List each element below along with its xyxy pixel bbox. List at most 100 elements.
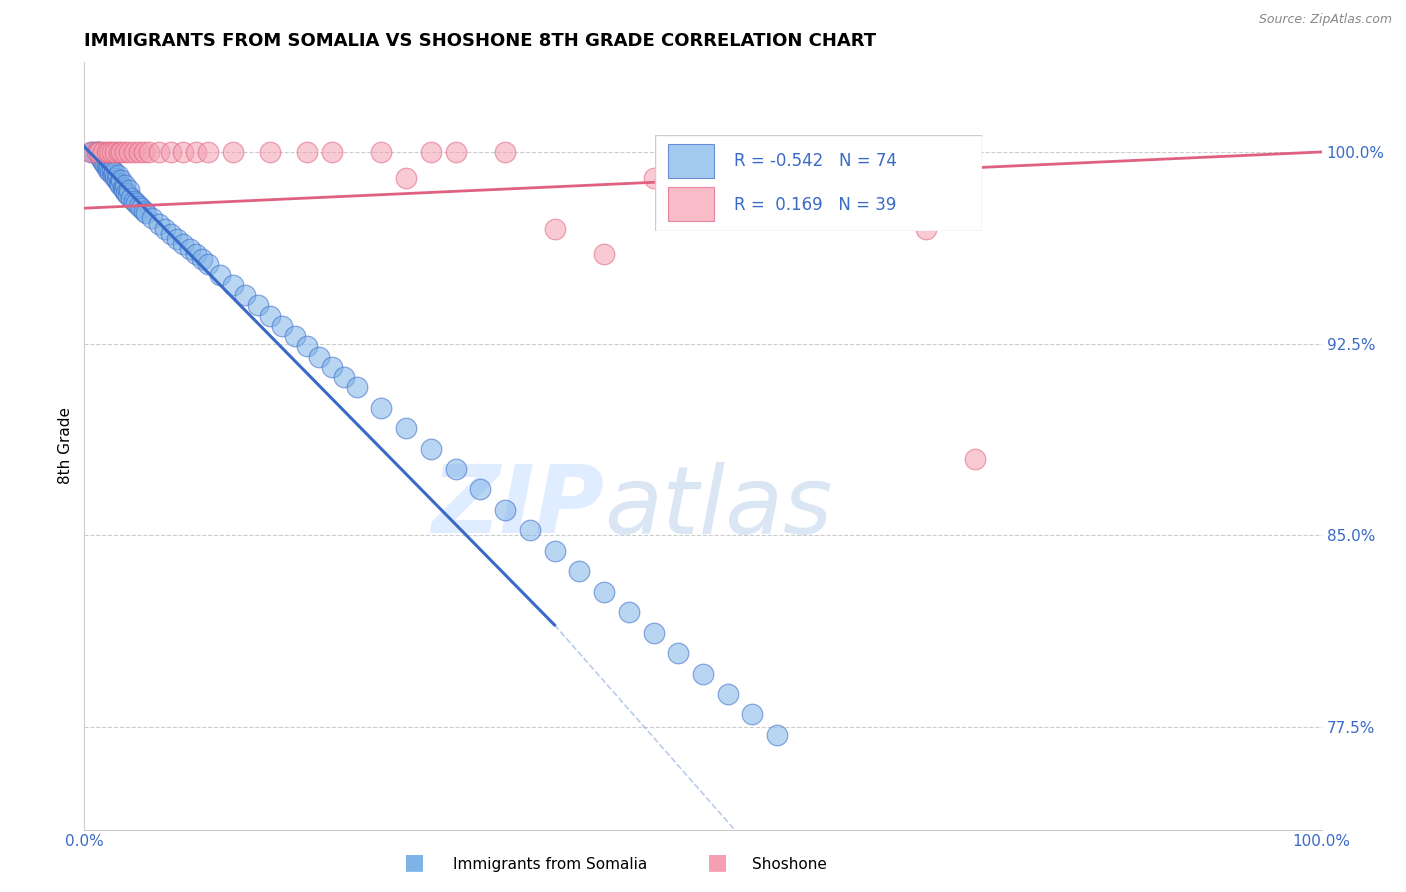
Point bbox=[104, 170, 127, 185]
Point bbox=[333, 370, 356, 384]
Text: Source: ZipAtlas.com: Source: ZipAtlas.com bbox=[1258, 13, 1392, 27]
Point bbox=[593, 584, 616, 599]
Point bbox=[395, 421, 418, 435]
Point bbox=[100, 145, 122, 159]
FancyBboxPatch shape bbox=[668, 187, 714, 221]
Point bbox=[110, 145, 132, 159]
Point bbox=[395, 170, 418, 185]
Text: R = -0.542   N = 74: R = -0.542 N = 74 bbox=[734, 153, 897, 170]
Point bbox=[246, 298, 269, 312]
Point bbox=[110, 178, 132, 193]
Point bbox=[114, 145, 136, 159]
Point bbox=[105, 173, 128, 187]
Point bbox=[148, 145, 170, 159]
Point bbox=[172, 145, 194, 159]
Point bbox=[89, 150, 111, 164]
Point bbox=[108, 145, 131, 159]
Point bbox=[93, 150, 115, 164]
Point bbox=[741, 707, 763, 722]
Point bbox=[108, 176, 131, 190]
Point bbox=[209, 268, 232, 282]
Point bbox=[138, 145, 160, 159]
Point bbox=[766, 728, 789, 742]
Point bbox=[148, 217, 170, 231]
FancyBboxPatch shape bbox=[668, 145, 714, 178]
Point bbox=[115, 186, 138, 200]
Text: R =  0.169   N = 39: R = 0.169 N = 39 bbox=[734, 195, 896, 214]
Point bbox=[107, 168, 129, 182]
Point bbox=[197, 145, 219, 159]
Point bbox=[117, 188, 139, 202]
Point bbox=[125, 196, 148, 211]
Text: ■: ■ bbox=[707, 853, 727, 872]
Point bbox=[741, 145, 763, 159]
Point bbox=[98, 165, 121, 179]
Point bbox=[98, 145, 121, 159]
Point bbox=[120, 191, 142, 205]
Text: Immigrants from Somalia: Immigrants from Somalia bbox=[453, 857, 647, 872]
Text: ■: ■ bbox=[405, 853, 425, 872]
Point bbox=[166, 232, 188, 246]
Point bbox=[86, 145, 108, 159]
Text: IMMIGRANTS FROM SOMALIA VS SHOSHONE 8TH GRADE CORRELATION CHART: IMMIGRANTS FROM SOMALIA VS SHOSHONE 8TH … bbox=[84, 32, 876, 50]
Text: Shoshone: Shoshone bbox=[752, 857, 827, 872]
Point bbox=[308, 350, 330, 364]
Point bbox=[96, 161, 118, 175]
Point bbox=[160, 227, 183, 241]
Point bbox=[494, 503, 516, 517]
Point bbox=[965, 451, 987, 466]
Point bbox=[470, 483, 492, 497]
Point bbox=[444, 462, 467, 476]
Point bbox=[97, 162, 120, 177]
Point bbox=[110, 173, 132, 187]
Point bbox=[593, 247, 616, 261]
Point bbox=[259, 309, 281, 323]
Point bbox=[519, 524, 541, 538]
Point bbox=[160, 145, 183, 159]
Point bbox=[222, 277, 245, 292]
Point bbox=[90, 153, 112, 167]
Point bbox=[96, 145, 118, 159]
Point bbox=[132, 145, 155, 159]
Point bbox=[128, 145, 150, 159]
Point bbox=[118, 145, 141, 159]
Point bbox=[89, 145, 111, 159]
Point bbox=[643, 170, 665, 185]
Point bbox=[370, 401, 392, 415]
Point bbox=[79, 145, 101, 159]
Point bbox=[114, 178, 136, 193]
Point bbox=[370, 145, 392, 159]
Point bbox=[101, 168, 124, 182]
Point bbox=[666, 646, 689, 660]
Text: atlas: atlas bbox=[605, 462, 832, 553]
Point bbox=[104, 145, 127, 159]
Point bbox=[444, 145, 467, 159]
Text: ZIP: ZIP bbox=[432, 461, 605, 553]
Point bbox=[94, 158, 117, 172]
Point bbox=[419, 442, 441, 456]
Point bbox=[222, 145, 245, 159]
Point bbox=[271, 318, 294, 333]
Point bbox=[259, 145, 281, 159]
Point bbox=[83, 145, 105, 159]
Point bbox=[118, 183, 141, 197]
Point bbox=[321, 145, 343, 159]
Point bbox=[112, 183, 135, 197]
Point bbox=[568, 564, 591, 578]
Point bbox=[132, 203, 155, 218]
Point bbox=[692, 666, 714, 681]
Point bbox=[100, 162, 122, 177]
Point bbox=[841, 145, 863, 159]
Point bbox=[79, 145, 101, 159]
FancyBboxPatch shape bbox=[655, 135, 981, 231]
Point bbox=[89, 145, 111, 159]
Point bbox=[790, 145, 813, 159]
Point bbox=[419, 145, 441, 159]
Point bbox=[122, 145, 145, 159]
Point bbox=[184, 247, 207, 261]
Y-axis label: 8th Grade: 8th Grade bbox=[58, 408, 73, 484]
Point bbox=[122, 194, 145, 208]
Point bbox=[141, 211, 163, 226]
Point bbox=[643, 625, 665, 640]
Point bbox=[111, 180, 134, 194]
